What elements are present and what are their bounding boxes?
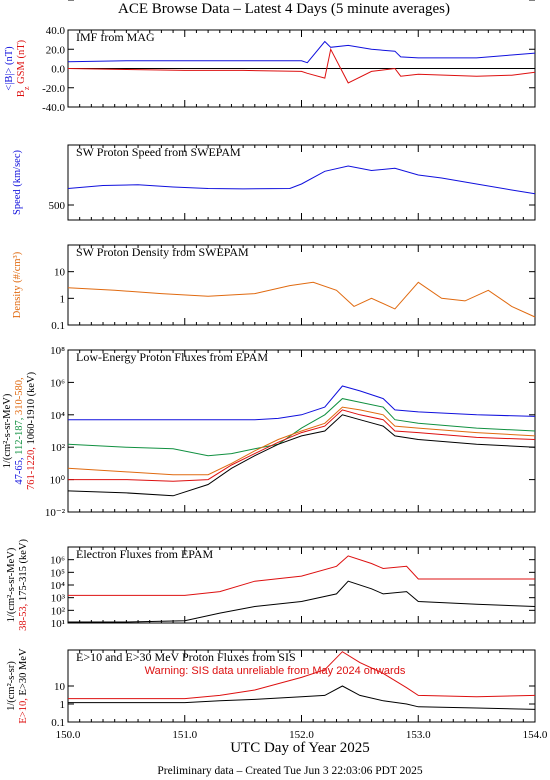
y-tick-label: 1 bbox=[60, 699, 66, 711]
y-label-part: Speed (km/sec) bbox=[12, 149, 23, 215]
y-label-part: E>10, bbox=[18, 698, 29, 723]
y-tick-label: -40.0 bbox=[42, 102, 65, 114]
y-tick-label: 10³ bbox=[51, 593, 66, 605]
y-tick-label: 10⁶ bbox=[50, 377, 65, 389]
panel-4: Low-Energy Proton Fluxes from EPAM 10⁸ 10⁶… bbox=[2, 345, 536, 519]
series-line-1 bbox=[67, 281, 536, 318]
y-axis-label-3: 761-1220, 1060-1910 (keV) bbox=[26, 371, 37, 490]
series-line-4 bbox=[68, 409, 536, 482]
x-tick-label: 153.0 bbox=[406, 729, 431, 741]
warning-annotation: Warning: SIS data unreliable from May 20… bbox=[145, 665, 406, 677]
panel-title: IMF from MAG bbox=[76, 30, 155, 44]
y-tick-label: 10⁴ bbox=[50, 580, 65, 592]
series-line-1 bbox=[68, 555, 535, 596]
series-line-3 bbox=[67, 406, 536, 476]
y-label-part: 761-1220, bbox=[26, 447, 37, 490]
y-axis-label-2: 38-53, 175-315 (keV) bbox=[18, 539, 29, 631]
y-label-part: 310-580, bbox=[14, 377, 25, 417]
y-tick-label: 0.1 bbox=[51, 717, 65, 729]
y-axis-label-2: 47-65, 112-187, 310-580, bbox=[14, 377, 25, 484]
y-tick-label: 500 bbox=[49, 200, 66, 212]
y-axis-label-2: E>10, E>30 MeV bbox=[18, 648, 29, 724]
y-tick-label: 10¹ bbox=[51, 618, 65, 630]
series-line-1 bbox=[67, 165, 536, 195]
y-tick-label: -20.0 bbox=[42, 83, 65, 95]
y-label-part: 175-315 (keV) bbox=[18, 539, 29, 604]
y-tick-label: 10⁴ bbox=[50, 410, 65, 422]
y-axis-label: 1/(cm²-s-sr-MeV) bbox=[2, 393, 13, 468]
y-label-part: z bbox=[22, 86, 31, 90]
panel-3: SW Proton Density from SWEPAM 100 10 1 0.1 De… bbox=[12, 0, 536, 332]
series-line-1 bbox=[68, 385, 536, 421]
panel-title: SW Proton Speed from SWEPAM bbox=[76, 145, 241, 159]
x-axis-label: UTC Day of Year 2025 bbox=[230, 740, 370, 756]
y-tick-label: 10⁸ bbox=[50, 345, 65, 357]
y-tick-label: 10² bbox=[51, 605, 66, 617]
y-label-part: 1/(cm²-s-sr-MeV) bbox=[2, 393, 13, 468]
y-tick-label: 10 bbox=[54, 681, 66, 693]
footer-note: Preliminary data – Created Tue Jun 3 22:… bbox=[157, 765, 422, 777]
y-tick-label: 1000 bbox=[43, 0, 66, 3]
y-tick-label: 10⁶ bbox=[50, 555, 65, 567]
series-line-2 bbox=[67, 398, 536, 457]
y-tick-label: 1000 bbox=[43, 0, 66, 3]
y-axis-label: <|B|> (nT) bbox=[4, 46, 15, 91]
y-label-part: 47-65, bbox=[14, 457, 25, 484]
y-label-part: GSM (nT) bbox=[16, 39, 27, 86]
y-label-part: E>30 MeV bbox=[18, 648, 29, 698]
y-label-part: 1060-1910 (keV) bbox=[26, 371, 37, 447]
y-tick-label: 10 bbox=[54, 267, 66, 279]
y-label-part: <|B|> (nT) bbox=[4, 46, 15, 91]
y-axis-label: 1/(cm²-s-sr-MeV) bbox=[6, 547, 17, 622]
series-line-5 bbox=[67, 414, 536, 497]
y-label-part: 1/(cm²-s-sr) bbox=[6, 661, 17, 711]
panel-title: E>10 and E>30 MeV Proton Fluxes from SIS bbox=[76, 650, 296, 664]
series-line-2 bbox=[68, 580, 536, 623]
y-tick-label: 0.1 bbox=[51, 320, 65, 332]
y-tick-label: 20.0 bbox=[46, 44, 66, 56]
panel-title: Low-Energy Proton Fluxes from EPAM bbox=[76, 350, 268, 364]
y-tick-label: 100 bbox=[49, 0, 66, 3]
panel-5: Electron Fluxes from EPAM 10⁶10⁵10⁴10³10²… bbox=[6, 539, 536, 631]
y-label-part: 1/(cm²-s-sr-MeV) bbox=[6, 547, 17, 622]
panel-2: SW Proton Speed from SWEPAM 1000 500 Speed … bbox=[12, 0, 536, 221]
y-tick-label: 10⁻² bbox=[45, 507, 66, 519]
series-line-1 bbox=[67, 40, 536, 64]
y-axis-label: 1/(cm²-s-sr) bbox=[6, 661, 17, 711]
y-tick-label: 0.0 bbox=[51, 64, 65, 76]
y-axis-label: Speed (km/sec) bbox=[12, 149, 23, 215]
y-tick-label: 10² bbox=[51, 442, 66, 454]
y-tick-label: 40.0 bbox=[46, 25, 66, 37]
chart-title: ACE Browse Data – Latest 4 Days (5 minut… bbox=[118, 1, 450, 17]
y-label-part: Density (#/cm³) bbox=[12, 251, 23, 318]
y-axis-label: Density (#/cm³) bbox=[12, 251, 23, 318]
series-line-2 bbox=[67, 47, 536, 84]
x-tick-label: 152.0 bbox=[289, 729, 314, 741]
x-tick-label: 151.0 bbox=[172, 729, 197, 741]
panel-title: Electron Fluxes from EPAM bbox=[76, 547, 214, 561]
y-label-part: 112-187, bbox=[14, 418, 25, 458]
y-axis-label-2: Bz GSM (nT) bbox=[16, 39, 31, 97]
panel-title: SW Proton Density from SWEPAM bbox=[76, 245, 249, 259]
y-tick-label: 10⁰ bbox=[50, 475, 66, 487]
x-tick-label: 154.0 bbox=[523, 729, 548, 741]
x-tick-label: 150.0 bbox=[56, 729, 81, 741]
y-tick-label: 10⁵ bbox=[50, 567, 65, 579]
series-line-1 bbox=[68, 651, 536, 700]
panel-1: IMF from MAG 40.0 20.0 0.0 -20.0 -40.0 <|B|> (… bbox=[4, 25, 536, 114]
series-line-2 bbox=[68, 685, 536, 710]
panel-6: E>10 and E>30 MeV Proton Fluxes from SIS… bbox=[6, 0, 536, 729]
y-tick-label: 1 bbox=[60, 293, 66, 305]
y-label-part: B bbox=[16, 90, 27, 97]
y-tick-label: 100 bbox=[49, 0, 66, 3]
y-label-part: 38-53, bbox=[18, 604, 29, 631]
